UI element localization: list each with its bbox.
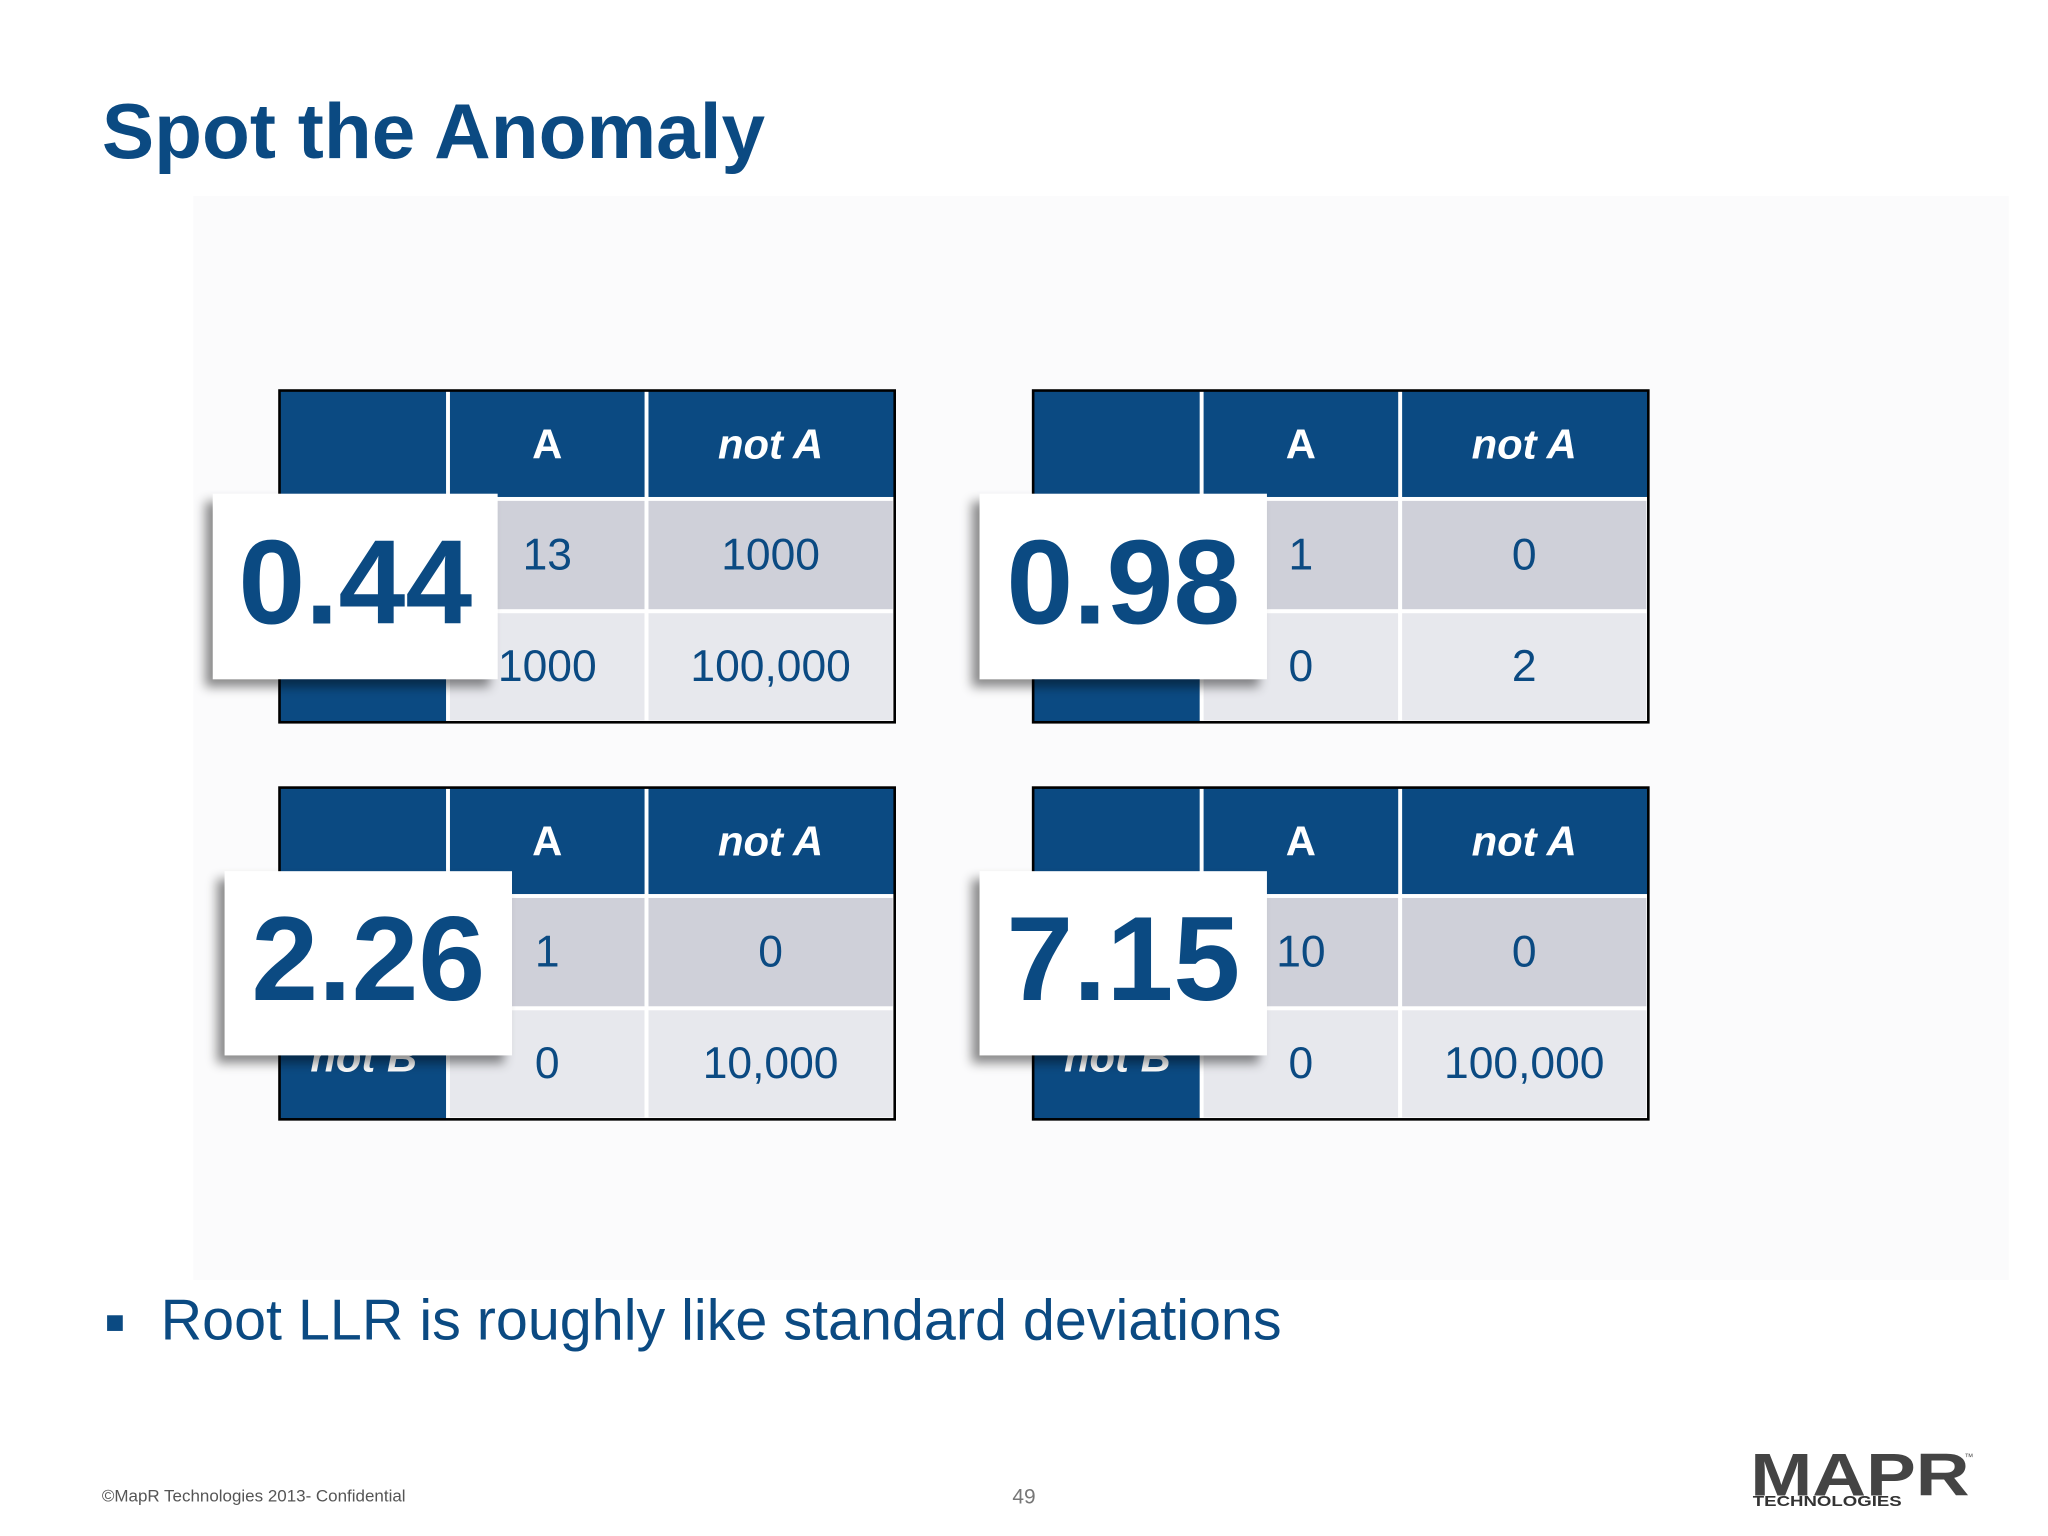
cell-value: 0 xyxy=(535,1039,560,1088)
score-box xyxy=(212,493,498,680)
score: 0.44 xyxy=(238,515,472,649)
cell-value: 0 xyxy=(1512,928,1537,977)
cell-value: 1000 xyxy=(498,642,597,691)
column-header: A xyxy=(1286,817,1316,864)
bullet-text: Root LLR is roughly like standard deviat… xyxy=(161,1289,1282,1353)
column-header: not A xyxy=(718,817,823,864)
header-row xyxy=(279,390,895,499)
cell-value: 0 xyxy=(1289,642,1314,691)
table: 13 1000 1000 100,000 A not A 0.44 xyxy=(212,389,897,725)
score: 0.98 xyxy=(1006,515,1240,649)
cell-bg xyxy=(644,1006,897,1122)
logo: MAPR TECHNOLOGIES ™ xyxy=(1750,1442,1973,1510)
cell-bg xyxy=(1398,496,1651,614)
column-header: not A xyxy=(1472,420,1577,467)
logo-sub: TECHNOLOGIES xyxy=(1753,1494,1902,1510)
score-box xyxy=(979,493,1267,680)
logo-name: MAPR xyxy=(1750,1442,1969,1509)
bullet-marker xyxy=(107,1315,123,1331)
header-row xyxy=(1033,390,1649,499)
cell-value: 10,000 xyxy=(703,1039,839,1088)
cell-value: 100,000 xyxy=(690,642,850,691)
cell-value: 0 xyxy=(758,928,783,977)
cell-value: 1000 xyxy=(721,530,820,579)
table: 1 0 0 2 A not A 0.98 xyxy=(979,389,1651,725)
score: 7.15 xyxy=(1006,892,1240,1026)
cell-value: 10 xyxy=(1276,928,1325,977)
cell-value: 1 xyxy=(535,928,560,977)
column-header: not A xyxy=(718,420,823,467)
cell-value: 1 xyxy=(1289,530,1314,579)
score: 2.26 xyxy=(251,892,485,1026)
cell-bg xyxy=(644,609,897,725)
slide-title: Spot the Anomaly xyxy=(102,87,766,175)
score-box xyxy=(224,871,512,1056)
cell-bg xyxy=(1398,1006,1651,1122)
column-header: not A xyxy=(1472,817,1577,864)
column-header: A xyxy=(532,420,562,467)
cell-value: 2 xyxy=(1512,642,1537,691)
logo-tm: ™ xyxy=(1964,1452,1973,1462)
score-box xyxy=(979,871,1267,1056)
page-number: 49 xyxy=(1012,1486,1035,1509)
column-header: A xyxy=(532,817,562,864)
cell-bg xyxy=(644,894,897,1011)
cell-value: 13 xyxy=(523,530,572,579)
cell-value: 0 xyxy=(1512,530,1537,579)
cell-value: 0 xyxy=(1289,1039,1314,1088)
footer-copyright: ©MapR Technologies 2013- Confidential xyxy=(102,1486,406,1505)
cell-value: 100,000 xyxy=(1444,1039,1604,1088)
column-header: A xyxy=(1286,420,1316,467)
